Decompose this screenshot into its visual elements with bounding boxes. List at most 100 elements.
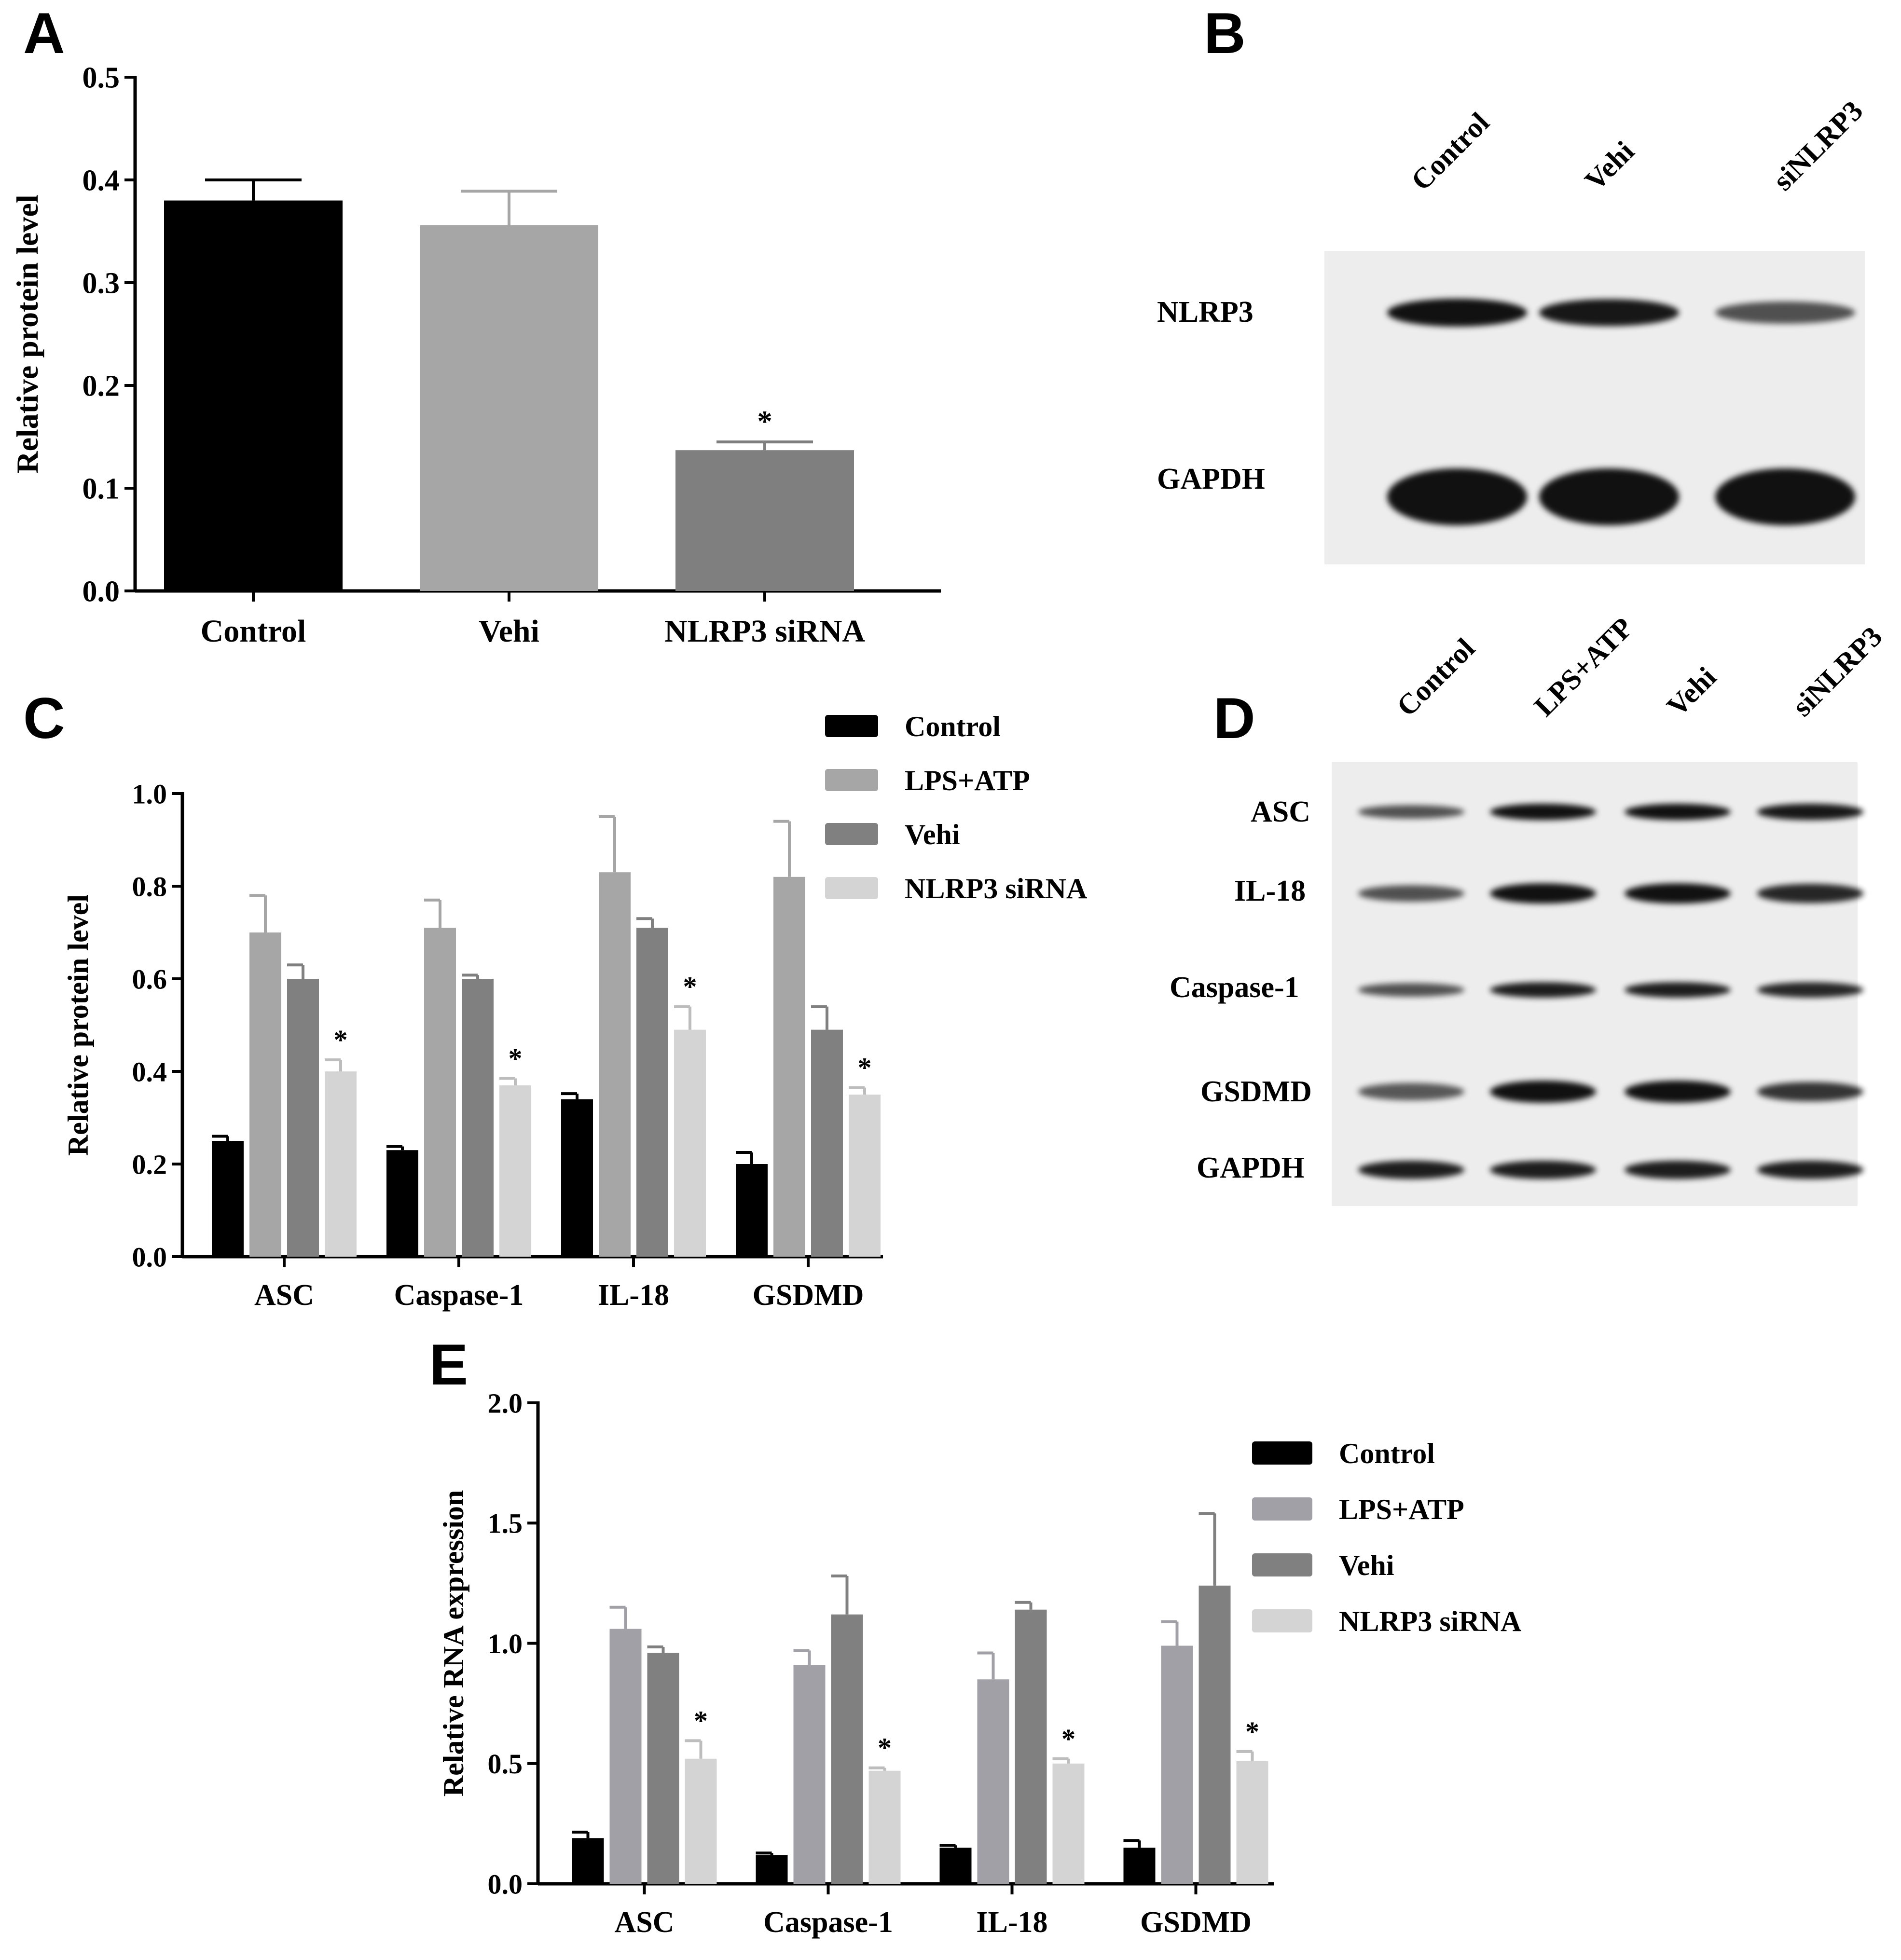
x-tick-label: IL-18 — [598, 1279, 669, 1312]
bar — [1052, 1763, 1085, 1884]
panel-letter-e: E — [429, 1332, 468, 1397]
blot-band — [1757, 1160, 1863, 1179]
bar — [1198, 1585, 1231, 1884]
x-tick-label: Vehi — [479, 614, 539, 649]
bar — [287, 979, 319, 1257]
bar — [831, 1614, 863, 1884]
x-tick-label: Control — [201, 614, 306, 649]
bar — [675, 450, 854, 591]
x-tick-label: GSDMD — [753, 1279, 864, 1312]
bar — [647, 1653, 679, 1884]
legend-swatch — [825, 769, 878, 791]
bar — [1123, 1848, 1156, 1884]
blot-band — [1490, 804, 1596, 820]
bar — [1161, 1645, 1193, 1884]
bar — [249, 932, 281, 1257]
significance-label: * — [683, 971, 697, 1002]
bar — [164, 200, 343, 591]
blot-band — [1358, 885, 1464, 902]
significance-label: * — [334, 1024, 348, 1055]
legend-swatch — [1252, 1609, 1312, 1632]
legend-label: Vehi — [905, 819, 960, 850]
blot-band — [1490, 883, 1596, 904]
y-tick-label: 1.5 — [488, 1508, 523, 1539]
bar — [939, 1848, 972, 1884]
blot-band — [1625, 883, 1731, 904]
bar — [386, 1150, 418, 1257]
blot-band — [1358, 983, 1464, 997]
x-tick-label: ASC — [254, 1279, 314, 1312]
blot-band — [1539, 299, 1679, 327]
blot-b-row-label: NLRP3 — [1157, 296, 1254, 329]
x-tick-label: GSDMD — [1140, 1906, 1252, 1939]
chart-a: 0.0 0.1 0.2 0.3 0.4 0.5 Relative protein level… — [10, 62, 941, 649]
legend-swatch — [825, 823, 878, 845]
significance-label: * — [758, 405, 772, 438]
blot-band — [1757, 804, 1863, 820]
bar — [599, 872, 631, 1257]
bar — [212, 1141, 244, 1257]
legend-label: NLRP3 siRNA — [1339, 1605, 1521, 1637]
blot-band — [1625, 804, 1731, 820]
legend-label: LPS+ATP — [1339, 1494, 1464, 1525]
y-tick-label: 0.0 — [132, 1241, 167, 1273]
blot-b-row-label: GAPDH — [1157, 463, 1265, 495]
panel-letter-c: C — [23, 686, 65, 751]
y-tick-label: 2.0 — [488, 1387, 523, 1419]
blot-d-row-label: GAPDH — [1197, 1151, 1305, 1184]
bar — [325, 1071, 357, 1257]
blot-band — [1625, 1081, 1731, 1103]
bar — [977, 1679, 1009, 1884]
y-tick-label: 1.0 — [488, 1628, 523, 1659]
bar — [773, 877, 805, 1257]
bar — [736, 1164, 768, 1257]
legend-swatch — [1252, 1441, 1312, 1465]
y-axis-label: Relative protein level — [62, 894, 94, 1156]
y-tick-label: 0.0 — [83, 576, 120, 608]
bar — [674, 1029, 706, 1257]
y-tick-label: 1.0 — [132, 778, 167, 809]
y-tick-label: 0.5 — [488, 1748, 523, 1780]
blot-d-row-label: GSDMD — [1200, 1075, 1312, 1108]
bar — [685, 1758, 717, 1884]
x-tick-label: IL-18 — [976, 1906, 1047, 1939]
legend-label: Control — [905, 711, 1001, 742]
y-tick-label: 0.0 — [488, 1868, 523, 1900]
significance-label: * — [878, 1732, 892, 1764]
blot-band — [1358, 805, 1464, 819]
blot-band — [1625, 982, 1731, 998]
blot-band — [1539, 468, 1679, 525]
legend-swatch — [1252, 1497, 1312, 1521]
significance-label: * — [694, 1705, 708, 1736]
panel-letter-d: D — [1213, 686, 1255, 751]
legend-label: NLRP3 siRNA — [905, 873, 1087, 905]
y-tick-label: 0.4 — [132, 1056, 167, 1087]
bar — [420, 225, 598, 591]
x-tick-label: ASC — [614, 1906, 674, 1939]
bar — [793, 1665, 826, 1884]
bar — [499, 1085, 531, 1257]
y-tick-label: 0.3 — [83, 267, 120, 300]
significance-label: * — [858, 1052, 872, 1083]
y-tick-label: 0.5 — [83, 62, 120, 95]
blot-band — [1715, 468, 1855, 525]
blot-band — [1757, 982, 1863, 998]
bar — [811, 1029, 843, 1257]
bar — [609, 1629, 642, 1884]
significance-label: * — [1061, 1723, 1075, 1754]
blot-d-row-label: Caspase-1 — [1170, 971, 1299, 1004]
significance-label: * — [509, 1042, 523, 1074]
blot-band — [1358, 1160, 1464, 1179]
y-axis-label: Relative RNA expression — [438, 1490, 469, 1797]
y-tick-label: 0.2 — [83, 370, 120, 403]
blot-band — [1757, 1082, 1863, 1102]
bar — [868, 1770, 901, 1884]
panel-letter-b: B — [1204, 1, 1246, 66]
bar — [462, 979, 494, 1257]
blot-band — [1490, 982, 1596, 998]
y-tick-label: 0.6 — [132, 963, 167, 995]
legend-swatch — [825, 715, 878, 737]
bar — [756, 1855, 788, 1884]
bar — [636, 928, 668, 1257]
